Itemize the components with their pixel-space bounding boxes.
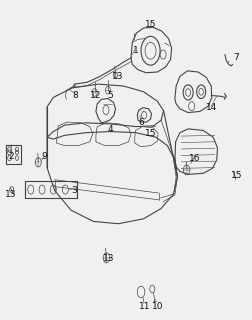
- Text: 4: 4: [108, 125, 113, 134]
- Text: 11: 11: [139, 301, 150, 310]
- Text: 1: 1: [133, 45, 138, 54]
- Text: 6: 6: [138, 117, 144, 127]
- Text: 8: 8: [73, 91, 78, 100]
- Text: 9: 9: [42, 152, 47, 162]
- Text: 14: 14: [206, 103, 217, 112]
- Text: 7: 7: [233, 53, 239, 62]
- Text: 12: 12: [90, 91, 101, 100]
- Text: 13: 13: [112, 72, 124, 81]
- Text: 15: 15: [145, 129, 157, 138]
- Text: 3: 3: [72, 186, 78, 195]
- Text: 15: 15: [231, 171, 242, 180]
- Text: 2: 2: [8, 152, 14, 161]
- Text: 10: 10: [152, 301, 164, 310]
- Text: 5: 5: [107, 91, 113, 100]
- Text: 13: 13: [103, 254, 114, 263]
- Text: 16: 16: [189, 154, 201, 163]
- Text: 15: 15: [145, 20, 156, 29]
- Text: 13: 13: [5, 190, 16, 199]
